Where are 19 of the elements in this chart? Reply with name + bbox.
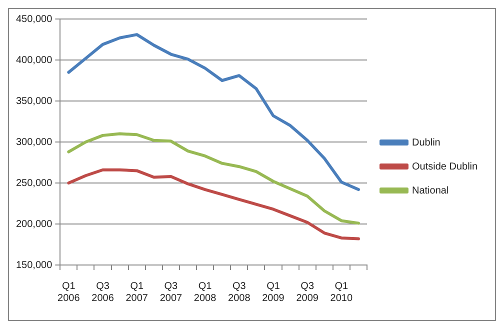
x-tick-label: Q1 2010 <box>330 280 353 304</box>
y-tick-label: 350,000 <box>16 96 53 107</box>
y-tick-label: 400,000 <box>16 54 53 66</box>
x-tick-label: Q3 2007 <box>160 280 183 304</box>
x-tick-label: Q1 2006 <box>58 280 80 304</box>
x-tick-label: Q3 2006 <box>92 280 114 304</box>
legend-label: Outside Dublin <box>412 161 478 172</box>
y-tick-label: 200,000 <box>16 218 53 230</box>
x-tick-label: Q1 2007 <box>126 280 148 304</box>
y-tick-label: 150,000 <box>16 260 53 271</box>
x-tick-label: Q3 2009 <box>296 280 319 304</box>
x-tick-label: Q1 2008 <box>194 280 217 304</box>
y-tick-label: 450,000 <box>16 14 53 25</box>
legend-label: National <box>412 185 449 196</box>
legend-label: Dublin <box>412 137 440 148</box>
x-tick-label: Q3 2008 <box>228 280 251 304</box>
y-tick-label: 250,000 <box>16 178 53 189</box>
y-tick-label: 300,000 <box>16 136 53 148</box>
x-tick-label: Q1 2009 <box>262 280 285 304</box>
